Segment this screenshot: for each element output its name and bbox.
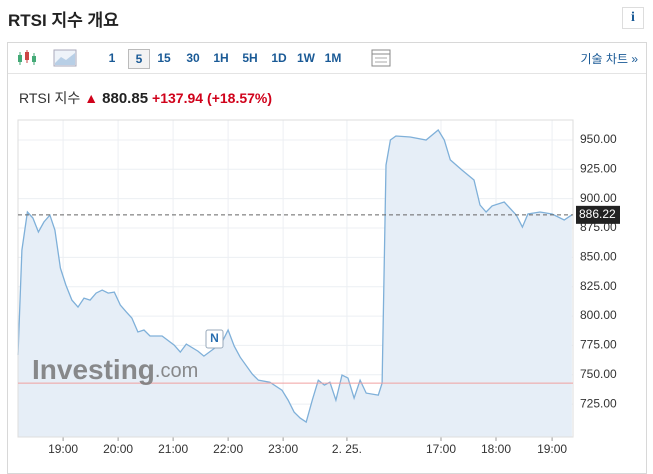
- x-tick-label: 20:00: [103, 442, 133, 456]
- y-tick-label: 750.00: [580, 367, 617, 381]
- interval-button[interactable]: 1D: [271, 51, 287, 65]
- y-tick-label: 775.00: [580, 338, 617, 352]
- page-title: RTSI 지수 개요: [8, 11, 119, 30]
- y-tick-label: 800.00: [580, 308, 617, 322]
- x-tick-label: 17:00: [426, 442, 456, 456]
- interval-button[interactable]: 15: [157, 51, 171, 65]
- info-button[interactable]: i: [622, 7, 644, 29]
- quote-row: RTSI 지수 ▲ 880.85 +137.94 (+18.57%): [19, 88, 276, 108]
- y-tick-label: 925.00: [580, 161, 617, 175]
- interval-button[interactable]: 30: [186, 51, 200, 65]
- x-tick-label: 22:00: [213, 442, 243, 456]
- y-tick-label: 900.00: [580, 191, 617, 205]
- interval-button[interactable]: 5H: [242, 51, 258, 65]
- y-tick-label: 850.00: [580, 250, 617, 264]
- interval-button[interactable]: 1W: [297, 51, 315, 65]
- quote-name: RTSI 지수: [19, 90, 81, 106]
- interval-button[interactable]: 1H: [213, 51, 229, 65]
- last-price-box: [576, 205, 620, 224]
- toolbar: 기술 차트 » 1 5 15 30 1H 5H 1D 1W 1M: [8, 43, 646, 74]
- interval-button[interactable]: 1M: [324, 51, 342, 65]
- last-price-label: 886.22: [579, 207, 616, 221]
- annotation: N: [210, 331, 219, 345]
- y-tick-label: 950.00: [580, 132, 617, 146]
- x-tick-label: 2. 25.: [332, 442, 362, 456]
- interval-button[interactable]: 5: [128, 49, 150, 69]
- area: [18, 130, 572, 437]
- quote-change-pct: (+18.57%): [207, 90, 273, 106]
- up-arrow: ▲: [84, 90, 99, 106]
- x-tick-label: 19:00: [537, 442, 567, 456]
- line: [17, 129, 573, 424]
- technical-chart-link[interactable]: 기술 차트 »: [580, 52, 638, 66]
- chart-panel: 기술 차트 » 1 5 15 30 1H 5H 1D 1W 1M RTSI 지수 ▲ 880.85 +…: [7, 42, 647, 474]
- y-tick-label: 825.00: [580, 279, 617, 293]
- plot-border: [17, 119, 574, 438]
- watermark-text: Investing: [32, 354, 155, 385]
- x-tick-label: 19:00: [48, 442, 78, 456]
- y-tick-label: 725.00: [580, 396, 617, 410]
- x-tick-label: 21:00: [158, 442, 188, 456]
- interval-button[interactable]: 1: [108, 51, 116, 65]
- area-icon[interactable]: [52, 43, 82, 73]
- annotation-box: [205, 329, 224, 349]
- x-tick-label: 18:00: [481, 442, 511, 456]
- quote-change: +137.94: [152, 90, 204, 106]
- candle-icon[interactable]: [14, 43, 44, 73]
- watermark: Investing.com: [32, 354, 198, 385]
- watermark-suffix: .com: [155, 360, 198, 382]
- x-tick-label: 23:00: [268, 442, 298, 456]
- quote-price: 880.85: [102, 90, 149, 107]
- table-icon[interactable]: [368, 43, 398, 73]
